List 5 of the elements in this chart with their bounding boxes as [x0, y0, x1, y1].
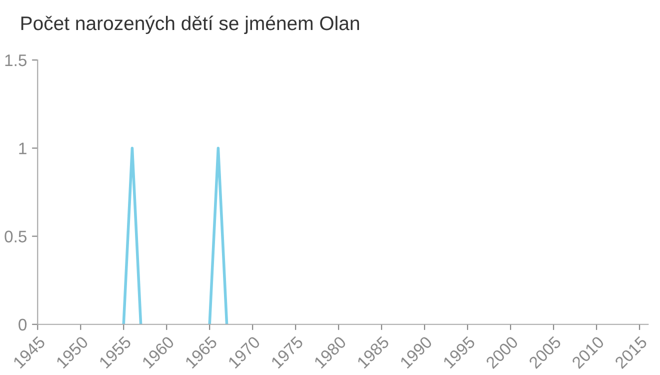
- y-tick-label: 1: [19, 142, 26, 154]
- y-tick-label: 0: [18, 318, 27, 331]
- y-tick-label: 1.5: [5, 54, 27, 66]
- chart-title: Počet narozených dětí se jménem Olan: [21, 16, 359, 34]
- y-tick-label: 0.5: [4, 230, 27, 242]
